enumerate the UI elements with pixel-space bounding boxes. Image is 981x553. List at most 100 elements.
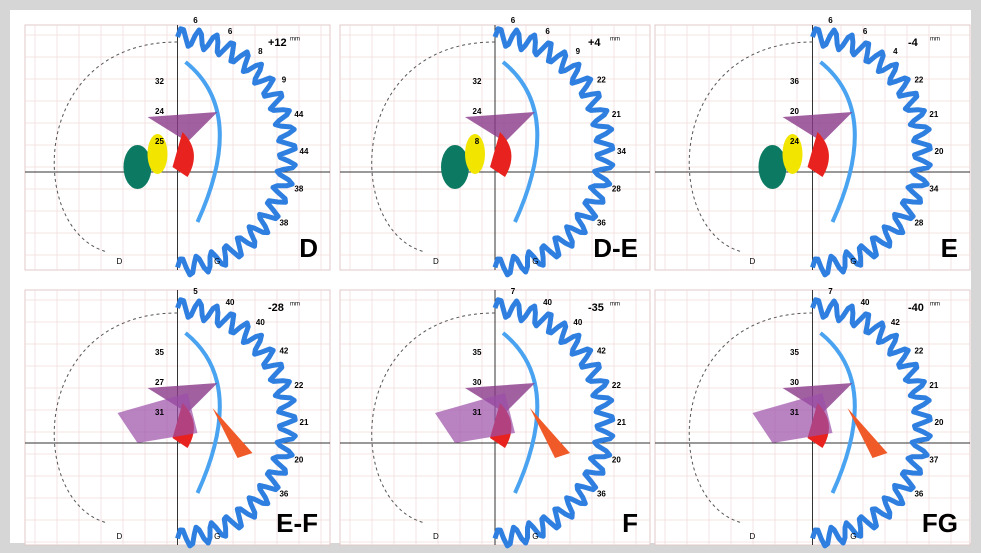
region-number: 30 (473, 378, 482, 387)
region-number: 7 (511, 287, 516, 296)
structure (441, 145, 469, 189)
region-number: 38 (279, 219, 288, 228)
level-label: +12 (268, 37, 287, 49)
region-number: 32 (155, 77, 164, 86)
region-number: 24 (473, 107, 482, 116)
region-number: 24 (155, 107, 164, 116)
region-number: 21 (617, 418, 626, 427)
side-label: D (433, 532, 439, 541)
region-number: 20 (790, 107, 799, 116)
structure (759, 145, 787, 189)
side-label: G (850, 257, 856, 266)
side-label: D (117, 532, 123, 541)
region-number: 35 (473, 348, 482, 357)
region-number: 40 (861, 298, 870, 307)
region-number: 40 (573, 318, 582, 327)
level-label: +4 (588, 37, 601, 49)
region-number: 35 (155, 348, 164, 357)
region-number: 21 (929, 110, 938, 119)
region-number: 28 (914, 219, 923, 228)
panel: -35 mm F D G 7 40 40 42 22 21 20 36 35 30 31 (340, 287, 650, 546)
level-unit: mm (290, 37, 300, 43)
region-number: 44 (294, 110, 303, 119)
side-label: G (850, 532, 856, 541)
region-number: 6 (828, 16, 833, 25)
region-number: 8 (475, 137, 480, 146)
region-number: 40 (256, 318, 265, 327)
region-number: 6 (511, 16, 516, 25)
panel-label: D (299, 233, 318, 263)
region-number: 32 (473, 77, 482, 86)
level-label: -40 (908, 302, 924, 314)
region-number: 42 (597, 347, 606, 356)
region-number: 22 (294, 381, 303, 390)
panel-label: FG (922, 508, 958, 538)
level-unit: mm (930, 37, 940, 43)
side-label: D (117, 257, 123, 266)
side-label: G (532, 257, 538, 266)
panel: +12mm D D G 6 6 8 9 44 44 38 38 32 24 25 (25, 16, 330, 275)
level-unit: mm (610, 302, 620, 308)
region-number: 9 (576, 47, 581, 56)
region-number: 5 (193, 287, 198, 296)
region-number: 21 (929, 381, 938, 390)
region-number: 31 (790, 408, 799, 417)
panel-label: F (622, 508, 638, 538)
side-label: D (750, 257, 756, 266)
region-number: 34 (929, 184, 938, 193)
region-number: 4 (893, 47, 898, 56)
region-number: 21 (300, 418, 309, 427)
region-number: 20 (294, 455, 303, 464)
side-label: G (214, 257, 220, 266)
panel-label: E (941, 233, 958, 263)
region-number: 22 (914, 347, 923, 356)
region-number: 7 (828, 287, 833, 296)
region-number: 6 (545, 27, 550, 36)
region-number: 38 (294, 184, 303, 193)
region-number: 24 (790, 137, 799, 146)
level-label: -28 (268, 302, 284, 314)
region-number: 9 (282, 76, 287, 85)
region-number: 36 (597, 490, 606, 499)
side-label: D (433, 257, 439, 266)
region-number: 20 (612, 455, 621, 464)
region-number: 34 (617, 147, 626, 156)
region-number: 20 (935, 147, 944, 156)
region-number: 36 (790, 77, 799, 86)
region-number: 21 (612, 110, 621, 119)
region-number: 30 (790, 378, 799, 387)
region-number: 28 (612, 184, 621, 193)
figure: +12mmDDG668944443838322425+4mmD-EDG66922… (0, 0, 981, 553)
panel-label: D-E (593, 233, 638, 263)
region-number: 22 (914, 76, 923, 85)
level-label: -35 (588, 302, 604, 314)
region-number: 36 (597, 219, 606, 228)
region-number: 31 (473, 408, 482, 417)
region-number: 6 (193, 16, 198, 25)
level-label: -4 (908, 37, 919, 49)
region-number: 31 (155, 408, 164, 417)
region-number: 25 (155, 137, 164, 146)
region-number: 40 (226, 298, 235, 307)
region-number: 27 (155, 378, 164, 387)
region-number: 42 (891, 318, 900, 327)
region-number: 6 (863, 27, 868, 36)
side-label: D (750, 532, 756, 541)
region-number: 6 (228, 27, 233, 36)
side-label: G (532, 532, 538, 541)
region-number: 40 (543, 298, 552, 307)
level-unit: mm (930, 302, 940, 308)
panel-label: E-F (276, 508, 318, 538)
region-number: 44 (300, 147, 309, 156)
structure (124, 145, 152, 189)
region-number: 22 (612, 381, 621, 390)
region-number: 8 (258, 47, 263, 56)
region-number: 20 (935, 418, 944, 427)
panel: -4 mm E D G 6 6 4 22 21 20 34 28 36 20 24 (655, 16, 970, 275)
region-number: 36 (914, 490, 923, 499)
region-number: 37 (929, 455, 938, 464)
side-label: G (214, 532, 220, 541)
level-unit: mm (290, 302, 300, 308)
